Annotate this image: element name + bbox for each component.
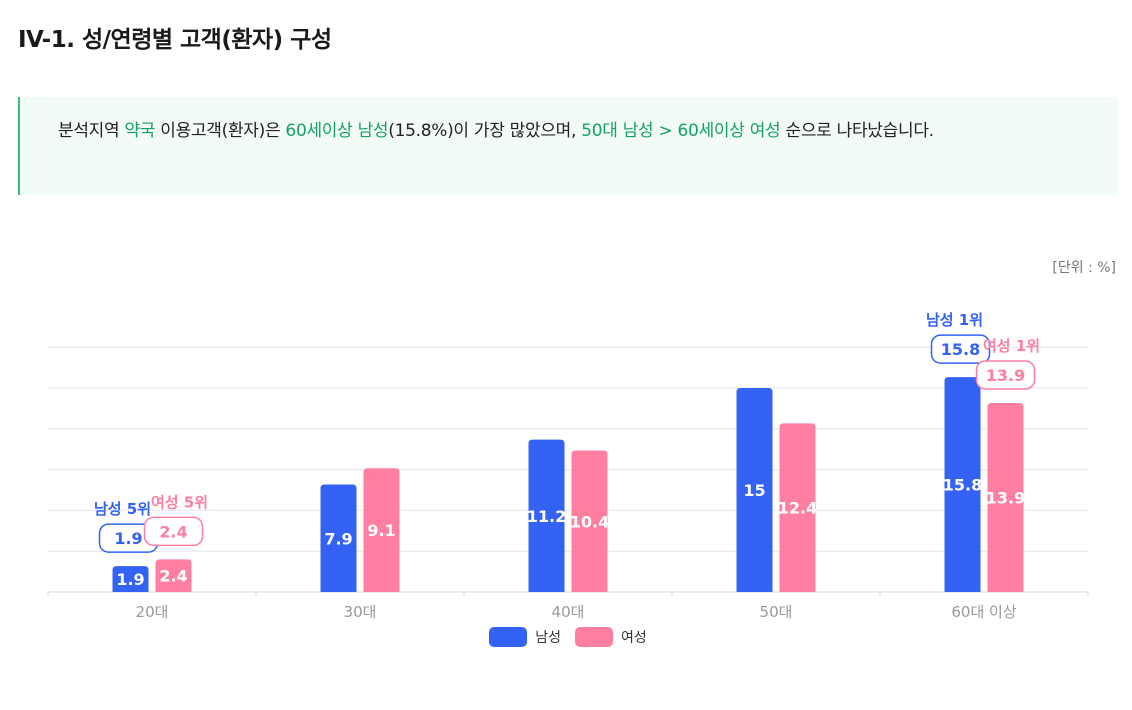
bar-female [987,402,1024,592]
data-label: 1.9 [116,570,144,589]
legend-swatch-male [489,627,528,647]
rank-label: 남성 1위 [926,311,983,329]
bar-chart: 1.9 2.4 20대 7.9 9.1 30대 11.2 10.4 40대 15 12.4 50대 15… [47,311,1089,621]
summary-text-part: 이용고객(환자)은 [155,121,286,141]
rank-badge-male [930,334,991,364]
rank-badge-value: 2.4 [159,522,187,541]
summary-box: 분석지역 약국 이용고객(환자)은 60세이상 남성(15.8%)이 가장 많았… [18,97,1118,195]
bar-female [155,559,192,592]
bar-male [736,388,773,592]
bar-female [363,468,400,592]
rank-badge-value: 13.9 [986,366,1025,385]
data-label: 15 [743,481,765,500]
data-label: 10.4 [570,512,609,531]
data-label: 2.4 [159,567,187,586]
bar-male [320,484,357,592]
chart-legend: 남성 여성 [0,627,1132,647]
data-label: 15.8 [943,476,982,495]
summary-text-part: 순으로 나타났습니다. [780,121,934,141]
summary-highlight: 약국 [124,121,156,141]
bar-male [112,566,149,592]
summary-highlight: 60세이상 남성 [285,121,389,141]
rank-badge-value: 1.9 [114,529,142,548]
data-label: 11.2 [527,507,566,526]
x-tick-label: 40대 [552,603,585,621]
x-tick-label: 60대 이상 [951,603,1016,621]
unit-label: [단위 : %] [1052,260,1116,276]
rank-badge-female [143,516,204,547]
x-tick-label: 50대 [760,603,793,621]
rank-badge-value: 15.8 [941,340,980,359]
summary-highlight: 50대 남성 > 60세이상 여성 [581,121,781,141]
legend-label-male: 남성 [535,630,561,646]
legend-swatch-female [575,627,613,647]
rank-label: 여성 5위 [151,493,208,511]
data-label: 13.9 [986,488,1025,507]
bar-female [779,423,816,592]
data-label: 9.1 [367,521,395,540]
bar-female [571,450,608,592]
legend-item-male[interactable]: 남성 [489,627,561,647]
data-label: 7.9 [324,529,352,548]
page-title: IV-1. 성/연령별 고객(환자) 구성 [18,27,332,53]
legend-item-female[interactable]: 여성 [575,627,647,647]
rank-label: 남성 5위 [94,500,151,518]
rank-badge-female [975,360,1036,390]
summary-text: 분석지역 약국 이용고객(환자)은 60세이상 남성(15.8%)이 가장 많았… [58,116,1058,146]
data-label: 12.4 [778,499,817,518]
x-tick-label: 30대 [344,603,377,621]
legend-label-female: 여성 [621,630,647,646]
bar-male [528,439,565,592]
summary-text-part: (15.8%)이 가장 많았으며, [388,121,582,141]
summary-text-part: 분석지역 [58,121,125,141]
rank-label: 여성 1위 [983,337,1040,355]
bar-male [944,377,981,592]
x-tick-label: 20대 [136,603,169,621]
